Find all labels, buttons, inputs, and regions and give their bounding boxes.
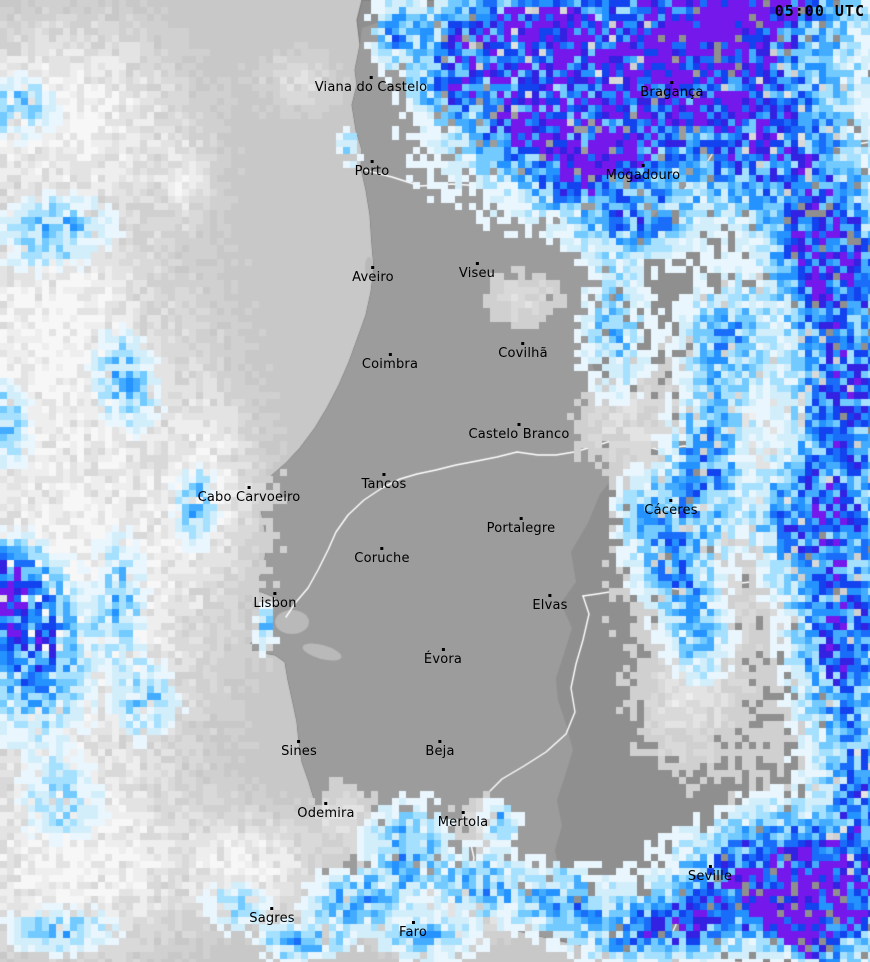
timestamp-label: 05:00 UTC	[774, 2, 865, 20]
